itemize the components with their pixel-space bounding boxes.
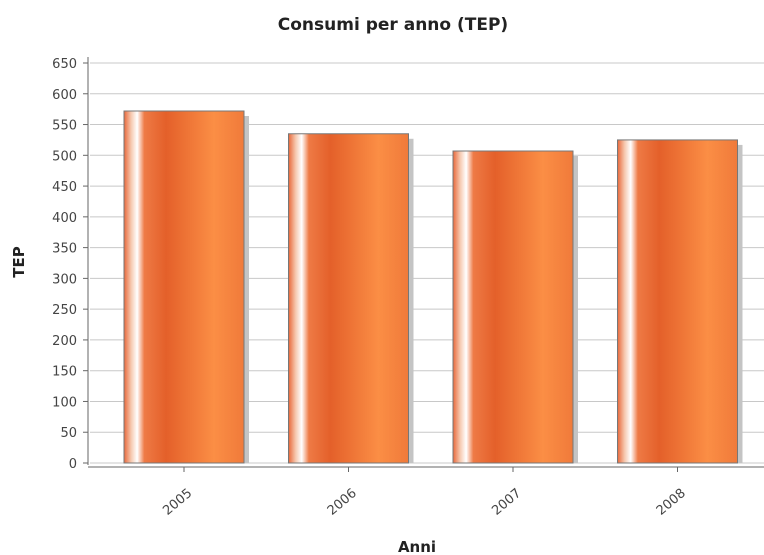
- bar-2007: [452, 150, 574, 464]
- bar-2006: [288, 133, 409, 464]
- y-axis-label: TEP: [10, 246, 28, 277]
- y-tick-label: 300: [52, 272, 77, 287]
- x-axis-label: Anni: [398, 538, 436, 555]
- y-tick-label: 650: [52, 57, 77, 72]
- x-tick-label: 2005: [160, 486, 195, 519]
- y-tick-label: 550: [52, 119, 77, 134]
- chart-title: Consumi per anno (TEP): [278, 15, 508, 35]
- y-tick-label: 350: [52, 242, 77, 257]
- x-tick-label: 2006: [325, 486, 360, 519]
- x-tick-label: 2008: [654, 486, 689, 519]
- bar-2005: [123, 110, 245, 464]
- x-tick-label: 2007: [489, 486, 524, 519]
- y-tick-label: 100: [52, 395, 77, 410]
- x-axis-ticks: 2005 2006 2007 2008: [160, 467, 689, 519]
- y-tick-label: 600: [52, 88, 77, 103]
- y-tick-label: 150: [52, 365, 77, 380]
- y-tick-label: 250: [52, 303, 77, 318]
- y-tick-label: 50: [60, 426, 77, 441]
- y-tick-label: 400: [52, 211, 77, 226]
- y-tick-label: 500: [52, 149, 77, 164]
- y-tick-label: 200: [52, 334, 77, 349]
- y-axis-ticks: 0 50 100 150 200 250 300 350 400 450 500 550 600 650: [52, 57, 88, 472]
- bars: [123, 110, 743, 464]
- y-tick-label: 0: [69, 457, 77, 472]
- bar-2008: [617, 139, 738, 464]
- y-tick-label: 450: [52, 180, 77, 195]
